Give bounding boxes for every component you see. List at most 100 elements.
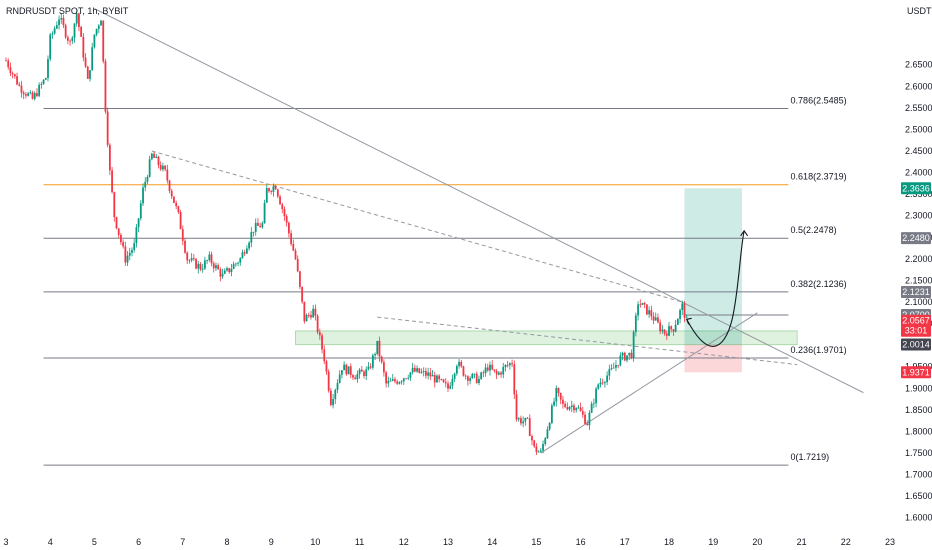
price-tag-0: 2.3636 [901, 182, 931, 195]
candle-body [374, 354, 376, 356]
candle-body [120, 234, 122, 243]
candle [186, 251, 189, 265]
candle [524, 417, 527, 426]
candle-body [279, 196, 281, 205]
candle-body [646, 304, 648, 315]
candle [181, 225, 184, 246]
candle [504, 364, 507, 372]
candle-body [449, 385, 452, 389]
candle [299, 270, 301, 290]
candle-body [663, 329, 666, 334]
candle-body [321, 335, 323, 350]
candle [471, 372, 474, 379]
candle [418, 367, 421, 374]
time-axis[interactable]: 3 4 5 6 7 8 9 10 11 12 13 14 15 16 17 18 19 20 21 22 23 [3, 537, 895, 547]
candle-body [257, 222, 259, 226]
candle [36, 88, 38, 98]
candle-body [122, 242, 125, 247]
candle [661, 324, 664, 334]
candle-body [263, 202, 266, 224]
candle-body [429, 372, 432, 377]
candle-body [462, 366, 465, 376]
candle [489, 361, 491, 376]
price-tag-4-box [901, 338, 931, 351]
candle-body [365, 369, 368, 376]
projection-layer [685, 229, 749, 347]
trend-line-2 [377, 316, 798, 366]
candle [623, 351, 626, 362]
candle-body [453, 373, 456, 379]
candle-body [615, 364, 617, 368]
candle-body [394, 379, 396, 382]
candle-body [515, 394, 518, 420]
candle-body [478, 378, 480, 384]
candle [626, 355, 628, 363]
candle [5, 57, 7, 62]
candle-body [5, 60, 7, 62]
candle-body [546, 429, 549, 439]
candle-body [314, 308, 317, 316]
candle-body [190, 258, 193, 261]
candle-body [528, 418, 531, 437]
x-tick-label-19: 22 [841, 537, 851, 547]
candle-body [641, 303, 644, 305]
candle [195, 257, 197, 270]
candle-body [157, 156, 160, 166]
countdown-text: 33:01 [905, 326, 928, 336]
y-tick-label-16: 1.8000 [905, 426, 932, 436]
candle-body [228, 268, 231, 273]
candle [261, 221, 264, 229]
candle-body [38, 84, 41, 97]
candle [179, 209, 182, 230]
candle [62, 14, 65, 29]
candle-body [418, 368, 421, 373]
candle-body [36, 93, 38, 97]
candle-body [356, 374, 359, 380]
candle [420, 368, 423, 374]
candle-body [201, 268, 204, 270]
y-tick-label-14: 1.9000 [905, 383, 932, 393]
candle-body [497, 372, 500, 375]
candle-body [270, 191, 273, 192]
candle [453, 372, 456, 383]
candle-body [47, 59, 49, 79]
candle-body [66, 37, 69, 41]
candle [641, 302, 644, 306]
candle-body [181, 229, 184, 241]
y-tick-label-0: 2.6500 [905, 60, 932, 70]
candle [542, 440, 544, 454]
candle-body [597, 384, 600, 389]
x-tick-label-18: 21 [797, 537, 807, 547]
candle [221, 268, 224, 279]
candle [400, 379, 403, 385]
candle-body [86, 66, 89, 79]
candle [528, 414, 531, 437]
candle [402, 377, 405, 385]
candle [341, 370, 343, 379]
projection-arrowhead [740, 229, 749, 237]
candle [663, 329, 666, 336]
candle-body [325, 361, 328, 372]
candle-body [135, 227, 138, 244]
candle [389, 377, 392, 382]
candle [398, 381, 401, 385]
candle-body [471, 373, 474, 379]
candle [24, 92, 27, 99]
candle [584, 411, 586, 425]
candle [394, 376, 396, 384]
x-tick-label-12: 15 [531, 537, 541, 547]
candle-body [599, 382, 602, 385]
candle [573, 403, 575, 414]
candle-body [18, 84, 21, 86]
x-tick-label-5: 8 [224, 537, 229, 547]
candle [588, 410, 591, 431]
candle [497, 371, 500, 376]
candle [385, 370, 388, 388]
candle-body [579, 407, 582, 412]
candle [7, 58, 10, 70]
x-tick-label-3: 6 [136, 537, 141, 547]
candle [469, 376, 471, 385]
candle [208, 251, 211, 262]
candle [391, 373, 394, 382]
